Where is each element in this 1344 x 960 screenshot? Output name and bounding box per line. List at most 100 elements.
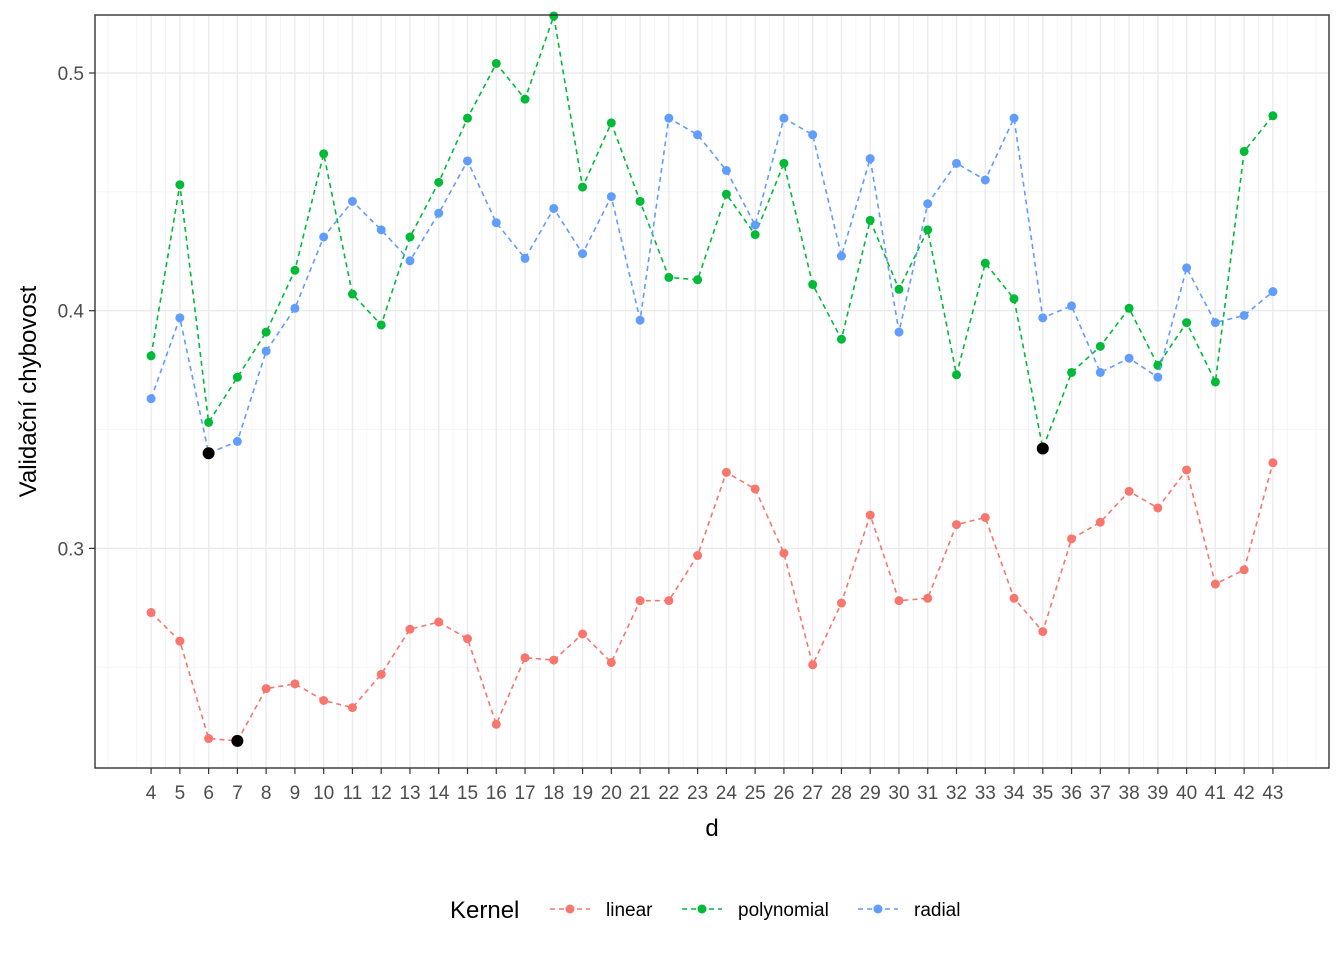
point-linear-28 [836, 598, 846, 608]
point-linear-22 [664, 596, 674, 606]
highlight-layer [202, 442, 1049, 747]
x-tick-label: 13 [399, 783, 420, 804]
point-radial-25 [750, 220, 760, 230]
point-radial-36 [1067, 301, 1077, 311]
point-radial-10 [319, 232, 329, 242]
point-linear-39 [1153, 503, 1163, 513]
point-polynomial-5 [175, 180, 185, 190]
point-radial-18 [549, 203, 559, 213]
x-tick-label: 32 [946, 783, 967, 804]
point-linear-17 [520, 653, 530, 663]
point-polynomial-38 [1124, 303, 1134, 313]
point-polynomial-16 [491, 58, 501, 68]
point-linear-19 [578, 629, 588, 639]
x-tick-label: 42 [1234, 783, 1255, 804]
point-radial-19 [578, 249, 588, 259]
x-tick-label: 21 [630, 783, 651, 804]
point-linear-38 [1124, 486, 1134, 496]
x-tick-label: 15 [457, 783, 478, 804]
point-linear-4 [146, 608, 156, 618]
point-polynomial-4 [146, 351, 156, 361]
point-polynomial-25 [750, 230, 760, 240]
point-radial-17 [520, 253, 530, 263]
point-polynomial-24 [721, 189, 731, 199]
point-polynomial-43 [1268, 111, 1278, 121]
point-polynomial-31 [923, 225, 933, 235]
point-polynomial-34 [1009, 294, 1019, 304]
point-radial-9 [290, 303, 300, 313]
point-linear-10 [319, 695, 329, 705]
point-linear-12 [376, 669, 386, 679]
x-tick-label: 19 [572, 783, 593, 804]
legend-key-point [873, 904, 883, 914]
x-tick-label: 29 [860, 783, 881, 804]
x-tick-label: 31 [917, 783, 938, 804]
x-tick-label: 14 [428, 783, 450, 804]
point-linear-29 [865, 510, 875, 520]
x-tick-label: 35 [1032, 783, 1053, 804]
point-polynomial-26 [779, 158, 789, 168]
point-linear-26 [779, 548, 789, 558]
series-line-radial [150, 115, 1274, 455]
point-polynomial-29 [865, 215, 875, 225]
point-radial-14 [434, 208, 444, 218]
point-radial-33 [980, 175, 990, 185]
minor-gridlines [95, 15, 1329, 768]
y-tick-label: 0.5 [58, 64, 84, 85]
point-radial-40 [1182, 263, 1192, 273]
legend-key-point [697, 904, 707, 914]
point-radial-15 [463, 156, 473, 166]
point-polynomial-15 [463, 113, 473, 123]
y-axis: 0.3 0.4 0.5 [58, 64, 95, 560]
highlight-point-polynomial [1036, 442, 1049, 455]
point-linear-32 [951, 520, 961, 530]
point-radial-7 [232, 436, 242, 446]
point-radial-29 [865, 154, 875, 164]
point-linear-31 [923, 593, 933, 603]
point-linear-5 [175, 636, 185, 646]
x-tick-label: 33 [975, 783, 996, 804]
x-tick-label: 25 [745, 783, 766, 804]
point-radial-24 [721, 165, 731, 175]
point-radial-12 [376, 225, 386, 235]
series-radial [146, 113, 1278, 458]
point-linear-14 [434, 617, 444, 627]
point-linear-25 [750, 484, 760, 494]
point-radial-8 [261, 346, 271, 356]
legend-key-point [565, 904, 575, 914]
point-polynomial-36 [1067, 367, 1077, 377]
x-tick-label: 41 [1205, 783, 1226, 804]
point-radial-42 [1239, 310, 1249, 320]
x-tick-label: 8 [261, 783, 272, 804]
point-radial-22 [664, 113, 674, 123]
point-linear-11 [347, 703, 357, 713]
point-radial-11 [347, 196, 357, 206]
series-line-linear [150, 462, 1274, 742]
point-linear-24 [721, 467, 731, 477]
x-tick-label: 12 [371, 783, 392, 804]
panel-border [94, 14, 1330, 769]
point-radial-39 [1153, 372, 1163, 382]
series-layer [146, 11, 1278, 746]
point-polynomial-8 [261, 327, 271, 337]
legend-item-linear: linear [550, 900, 653, 921]
point-polynomial-42 [1239, 146, 1249, 156]
legend-label-linear: linear [606, 900, 653, 921]
point-polynomial-28 [836, 334, 846, 344]
legend-label-polynomial: polynomial [738, 900, 829, 921]
point-radial-21 [635, 315, 645, 325]
point-radial-35 [1038, 313, 1048, 323]
point-radial-23 [693, 130, 703, 140]
point-linear-23 [693, 551, 703, 561]
point-linear-43 [1268, 458, 1278, 468]
x-tick-label: 22 [658, 783, 679, 804]
x-tick-label: 20 [601, 783, 622, 804]
point-radial-30 [894, 327, 904, 337]
point-radial-31 [923, 199, 933, 209]
x-tick-label: 4 [146, 783, 157, 804]
point-polynomial-30 [894, 284, 904, 294]
x-axis: 4 5 6 7 8 9 10 11 12 13 14 15 16 17 18 19 20 21 22 23 24 25 26… [146, 768, 1283, 804]
x-tick-label: 26 [773, 783, 794, 804]
x-tick-label: 23 [687, 783, 708, 804]
point-linear-34 [1009, 593, 1019, 603]
